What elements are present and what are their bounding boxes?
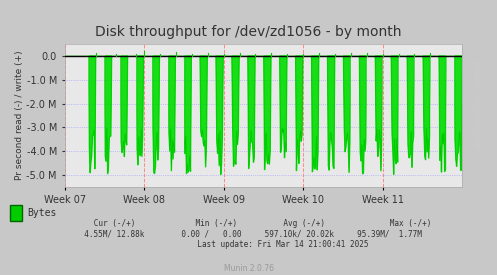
Bar <box>10 205 22 221</box>
Text: Cur (-/+)             Min (-/+)          Avg (-/+)              Max (-/+)
  4.55: Cur (-/+) Min (-/+) Avg (-/+) Max (-/+) … <box>66 219 431 249</box>
Text: RRDTOOL / TOBI OETIKER: RRDTOOL / TOBI OETIKER <box>476 60 482 149</box>
Text: Munin 2.0.76: Munin 2.0.76 <box>224 263 273 273</box>
Y-axis label: Pr second read (-) / write (+): Pr second read (-) / write (+) <box>15 51 24 180</box>
Text: Bytes: Bytes <box>27 208 57 218</box>
Text: Disk throughput for /dev/zd1056 - by month: Disk throughput for /dev/zd1056 - by mon… <box>95 25 402 39</box>
